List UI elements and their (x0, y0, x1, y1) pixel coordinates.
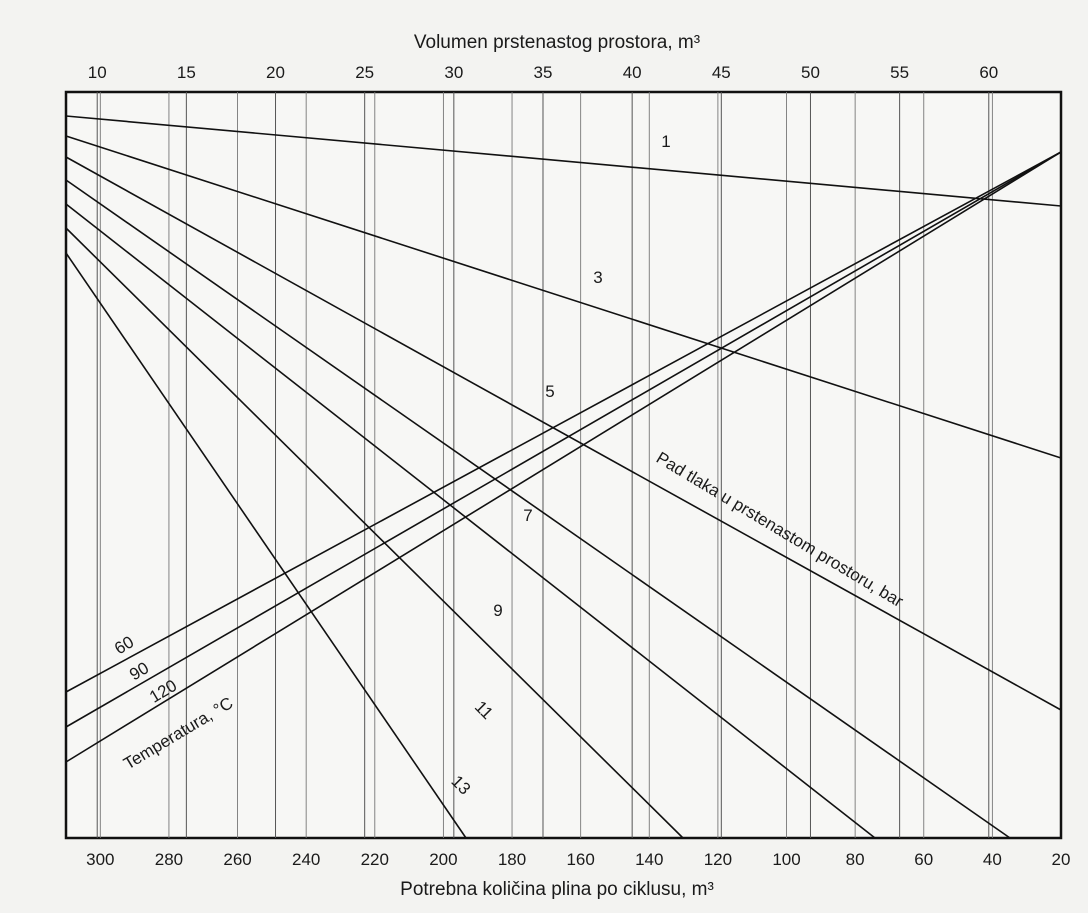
bottom-tick-label: 20 (1052, 850, 1071, 869)
pressure-line-9 (65, 203, 876, 839)
top-tick-label: 45 (712, 63, 731, 82)
bottom-tick-label: 80 (846, 850, 865, 869)
top-tick-label: 40 (623, 63, 642, 82)
pressure-line-label: 3 (593, 268, 602, 287)
top-tick-label: 10 (88, 63, 107, 82)
bottom-tick-label: 120 (704, 850, 732, 869)
bottom-tick-label: 60 (914, 850, 933, 869)
temperature-line-120 (65, 151, 1062, 763)
top-axis-title: Volumen prstenastog prostora, m³ (414, 32, 700, 53)
grid-lines (96, 92, 993, 838)
top-tick-label: 30 (444, 63, 463, 82)
top-tick-label: 60 (979, 63, 998, 82)
pressure-line-5 (65, 156, 1062, 711)
pressure-line-3 (65, 135, 1062, 459)
pressure-line-label: 1 (661, 132, 670, 151)
pressure-line-label: 7 (523, 506, 532, 525)
pressure-line-11 (65, 227, 684, 839)
temperature-line-60 (65, 151, 1062, 693)
pressure-line-label: 9 (493, 601, 502, 620)
top-tick-label: 15 (177, 63, 196, 82)
top-tick-label: 25 (355, 63, 374, 82)
pressure-line-7 (65, 179, 1011, 839)
bottom-tick-label: 280 (155, 850, 183, 869)
top-tick-label: 35 (534, 63, 553, 82)
bottom-axis-title: Potrebna količina plina po ciklusu, m³ (400, 879, 714, 900)
top-tick-label: 20 (266, 63, 285, 82)
data-lines (65, 115, 1062, 839)
pressure-line-13 (65, 252, 467, 839)
top-tick-label: 55 (890, 63, 909, 82)
pressure-line-1 (65, 115, 1062, 207)
bottom-tick-label: 200 (429, 850, 457, 869)
bottom-tick-label: 100 (772, 850, 800, 869)
pressure-line-label: 5 (545, 382, 554, 401)
bottom-tick-label: 180 (498, 850, 526, 869)
top-tick-label: 50 (801, 63, 820, 82)
temperature-line-90 (65, 151, 1062, 728)
bottom-tick-label: 40 (983, 850, 1002, 869)
bottom-tick-label: 300 (86, 850, 114, 869)
bottom-tick-label: 140 (635, 850, 663, 869)
bottom-tick-label: 160 (566, 850, 594, 869)
bottom-tick-label: 220 (361, 850, 389, 869)
plot-frame (64, 90, 1063, 840)
bottom-tick-label: 240 (292, 850, 320, 869)
bottom-tick-label: 260 (223, 850, 251, 869)
